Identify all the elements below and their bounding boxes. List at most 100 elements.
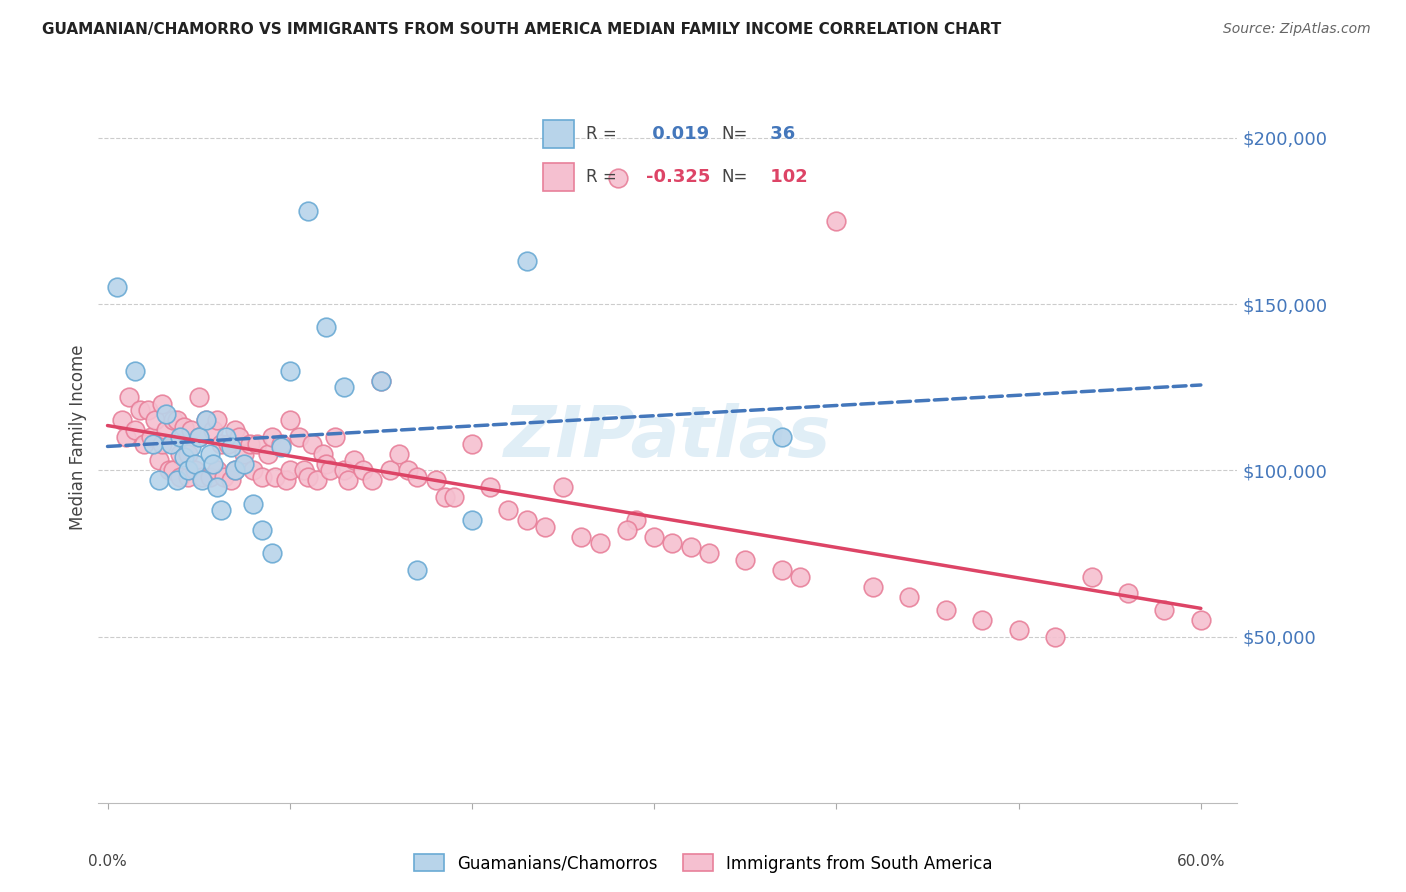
Point xyxy=(396,463,419,477)
Point xyxy=(166,413,188,427)
Point xyxy=(155,424,177,438)
Point xyxy=(360,473,382,487)
Text: 60.0%: 60.0% xyxy=(1177,854,1225,869)
Point xyxy=(177,470,200,484)
Point xyxy=(862,580,884,594)
Point xyxy=(406,563,429,577)
Point xyxy=(150,436,173,450)
Point xyxy=(205,413,228,427)
Point xyxy=(898,590,921,604)
Point xyxy=(534,520,557,534)
Point xyxy=(264,470,287,484)
Point xyxy=(342,453,364,467)
Point xyxy=(443,490,465,504)
Point xyxy=(118,390,141,404)
Point xyxy=(624,513,647,527)
Point xyxy=(1116,586,1139,600)
Point xyxy=(551,480,574,494)
Point xyxy=(292,463,315,477)
Point xyxy=(770,430,793,444)
Point xyxy=(337,473,360,487)
Point xyxy=(162,463,184,477)
Point xyxy=(105,280,128,294)
Text: -0.325: -0.325 xyxy=(647,169,710,186)
Point xyxy=(205,463,228,477)
Point xyxy=(191,470,214,484)
Point xyxy=(301,436,323,450)
FancyBboxPatch shape xyxy=(543,163,574,191)
Point xyxy=(111,413,134,427)
Point xyxy=(184,457,207,471)
Point xyxy=(297,470,319,484)
Text: R =: R = xyxy=(586,125,616,144)
Point xyxy=(209,436,232,450)
Point xyxy=(187,430,209,444)
Point xyxy=(606,170,628,185)
Point xyxy=(194,413,217,427)
Point xyxy=(180,440,202,454)
Point xyxy=(246,436,269,450)
Point xyxy=(406,470,429,484)
Point xyxy=(278,413,301,427)
Point xyxy=(388,447,411,461)
Point xyxy=(311,447,333,461)
Point xyxy=(315,320,337,334)
Point xyxy=(1189,613,1212,627)
Point xyxy=(187,390,209,404)
Point xyxy=(935,603,957,617)
Point xyxy=(461,513,484,527)
Point xyxy=(270,436,292,450)
Point xyxy=(124,424,146,438)
Point xyxy=(177,447,200,461)
Point xyxy=(370,374,392,388)
Point xyxy=(160,436,183,450)
Point xyxy=(643,530,665,544)
Point xyxy=(479,480,502,494)
Point xyxy=(129,403,152,417)
Point xyxy=(212,470,235,484)
Text: 0.0%: 0.0% xyxy=(89,854,127,869)
Point xyxy=(307,473,329,487)
Text: ZIPatlas: ZIPatlas xyxy=(505,402,831,472)
Point xyxy=(260,546,283,560)
Point xyxy=(166,473,188,487)
Point xyxy=(274,473,297,487)
Point xyxy=(288,430,311,444)
Text: 102: 102 xyxy=(763,169,808,186)
Point xyxy=(148,453,170,467)
Point xyxy=(278,363,301,377)
Point xyxy=(198,470,221,484)
FancyBboxPatch shape xyxy=(543,120,574,148)
Point xyxy=(173,420,195,434)
Point xyxy=(661,536,683,550)
Point xyxy=(228,430,250,444)
Y-axis label: Median Family Income: Median Family Income xyxy=(69,344,87,530)
Point xyxy=(187,430,209,444)
Point xyxy=(215,430,238,444)
Point xyxy=(198,447,221,461)
Point xyxy=(202,424,225,438)
Point xyxy=(378,463,401,477)
Point xyxy=(1007,623,1029,637)
Point xyxy=(194,413,217,427)
Point xyxy=(132,436,155,450)
Point xyxy=(124,363,146,377)
Point xyxy=(136,403,159,417)
Point xyxy=(233,457,256,471)
Text: 0.019: 0.019 xyxy=(647,125,709,144)
Text: N=: N= xyxy=(721,169,748,186)
Point xyxy=(679,540,702,554)
Point xyxy=(141,430,163,444)
Point xyxy=(150,397,173,411)
Point xyxy=(209,503,232,517)
Point xyxy=(224,463,246,477)
Point xyxy=(162,413,184,427)
Point xyxy=(191,473,214,487)
Point xyxy=(114,430,136,444)
Point xyxy=(252,470,274,484)
Point xyxy=(221,473,243,487)
Point xyxy=(242,497,264,511)
Point xyxy=(498,503,520,517)
Point xyxy=(1043,630,1066,644)
Point xyxy=(588,536,610,550)
